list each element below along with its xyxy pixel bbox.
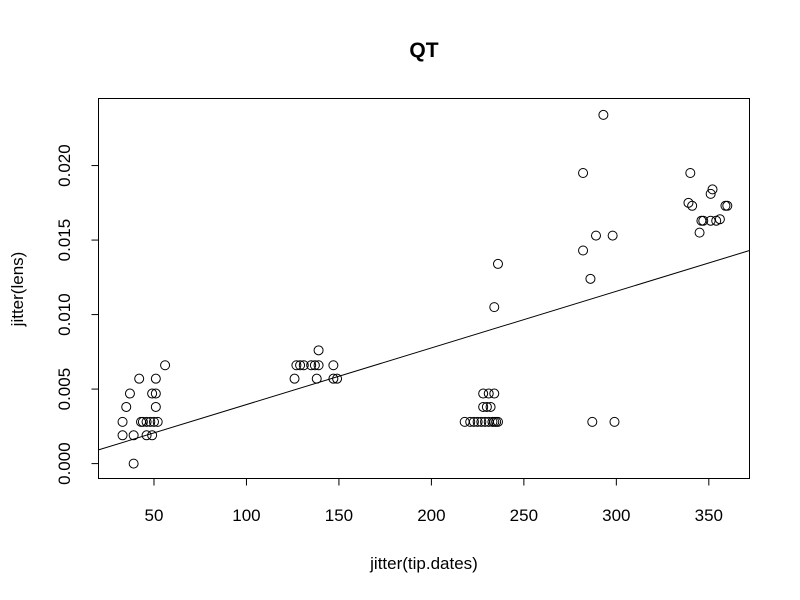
data-point: [478, 388, 489, 399]
data-point: [483, 388, 494, 399]
data-point: [145, 416, 156, 427]
regression-line-group: [98, 250, 750, 451]
data-point: [459, 416, 470, 427]
data-point: [590, 230, 601, 241]
data-point: [492, 416, 503, 427]
data-point: [328, 373, 339, 384]
data-point: [489, 388, 500, 399]
data-point: [578, 168, 589, 179]
data-point: [683, 197, 694, 208]
y-axis: 0.000 0.005 0.010 0.015 0.020: [55, 144, 99, 485]
plot-frame: [98, 98, 750, 479]
data-point: [465, 416, 476, 427]
data-point: [585, 273, 596, 284]
data-points: [117, 109, 733, 469]
data-point: [492, 258, 503, 269]
data-point: [687, 200, 698, 211]
data-point: [685, 168, 696, 179]
data-point: [134, 373, 145, 384]
data-point: [148, 416, 159, 427]
data-point: [587, 416, 598, 427]
data-point: [478, 401, 489, 412]
data-point: [722, 200, 733, 211]
x-tick-label: 200: [417, 506, 445, 525]
regression-line: [98, 250, 750, 451]
data-point: [141, 416, 152, 427]
chart-title: QT: [409, 39, 438, 62]
data-point: [476, 416, 487, 427]
y-tick-label: 0.015: [55, 219, 74, 262]
data-point: [489, 302, 500, 313]
data-point: [306, 360, 317, 371]
x-axis-label: jitter(tip.dates): [369, 554, 478, 573]
data-point: [128, 458, 139, 469]
x-tick-label: 300: [602, 506, 630, 525]
data-point: [121, 401, 132, 412]
data-point: [124, 388, 135, 399]
data-point: [485, 401, 496, 412]
data-point: [128, 430, 139, 441]
data-point: [137, 416, 148, 427]
data-point: [291, 360, 302, 371]
data-point: [313, 360, 324, 371]
data-point: [309, 360, 320, 371]
data-point: [152, 416, 163, 427]
data-point: [141, 430, 152, 441]
y-tick-label: 0.000: [55, 442, 74, 485]
data-point: [295, 360, 306, 371]
data-point: [328, 360, 339, 371]
data-point: [298, 360, 309, 371]
x-tick-label: 50: [145, 506, 164, 525]
data-point: [147, 388, 158, 399]
data-point: [160, 360, 171, 371]
data-point: [313, 345, 324, 356]
x-tick-label: 250: [510, 506, 538, 525]
data-point: [468, 416, 479, 427]
data-point: [714, 214, 725, 225]
data-point: [472, 416, 483, 427]
data-point: [481, 401, 492, 412]
x-tick-label: 350: [695, 506, 723, 525]
x-tick-label: 150: [325, 506, 353, 525]
data-point: [578, 245, 589, 256]
data-point: [598, 109, 609, 120]
data-point: [150, 388, 161, 399]
x-axis: 50 100 150 200 250 300 350: [145, 478, 723, 525]
y-tick-label: 0.010: [55, 293, 74, 336]
data-point: [698, 215, 709, 226]
data-point: [150, 401, 161, 412]
data-point: [117, 416, 128, 427]
data-point: [609, 416, 620, 427]
data-point: [705, 188, 716, 199]
data-point: [117, 430, 128, 441]
data-point: [289, 373, 300, 384]
data-point: [694, 227, 705, 238]
y-tick-label: 0.005: [55, 368, 74, 411]
data-point: [607, 230, 618, 241]
x-tick-label: 100: [232, 506, 260, 525]
y-tick-label: 0.020: [55, 144, 74, 187]
data-point: [150, 373, 161, 384]
data-point: [707, 184, 718, 195]
y-axis-label: jitter(lens): [8, 252, 27, 328]
